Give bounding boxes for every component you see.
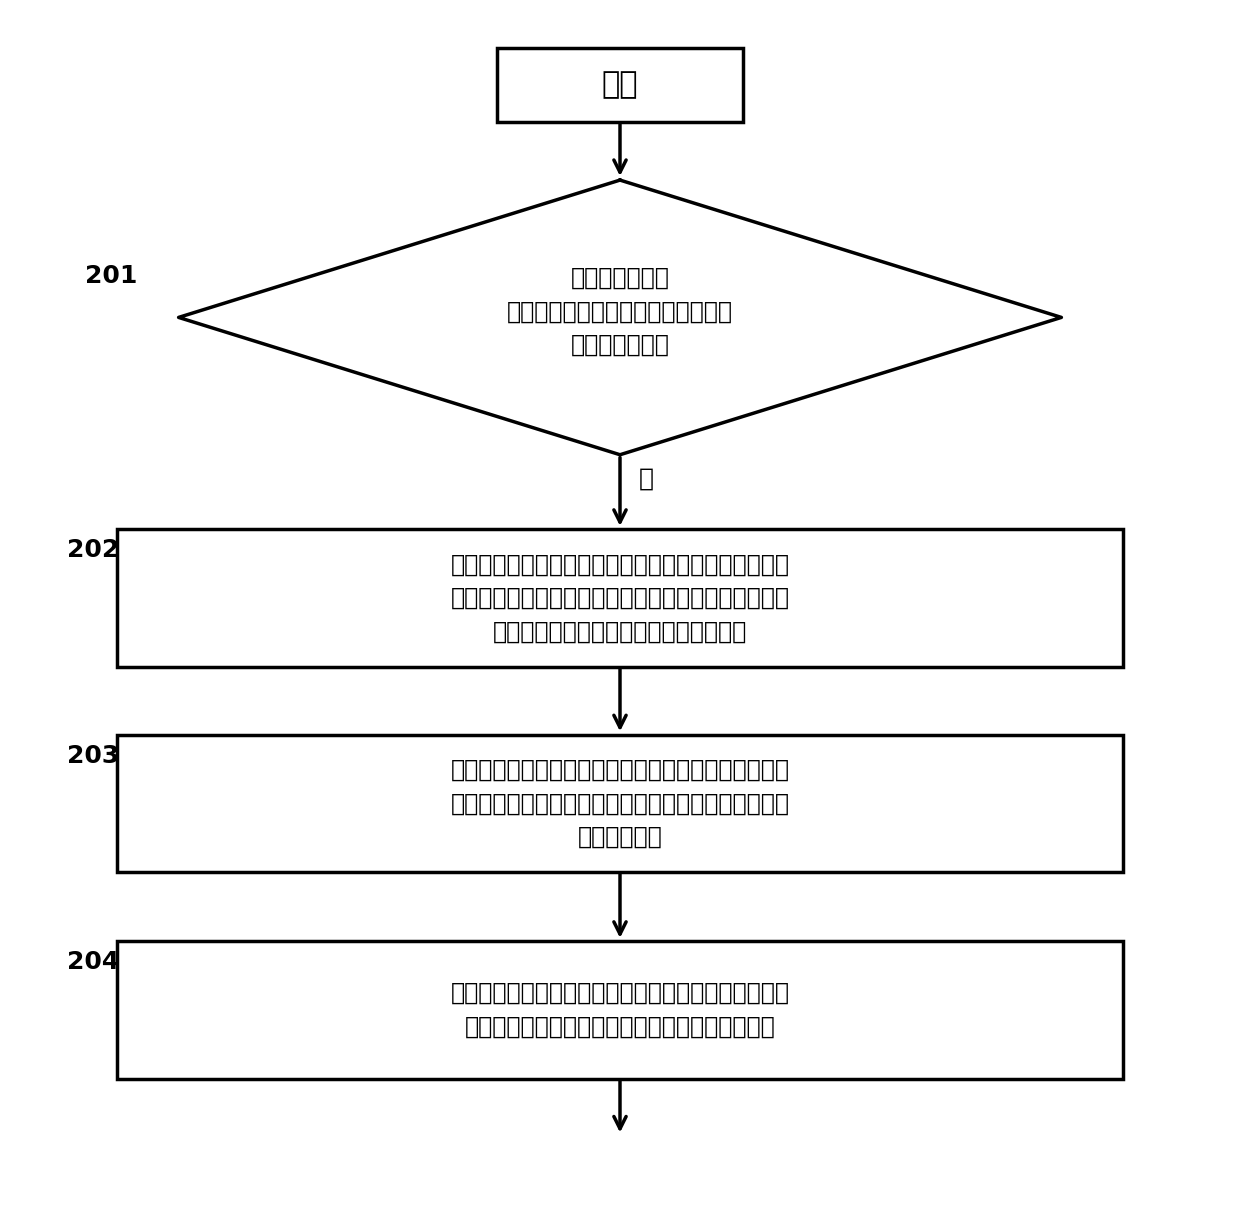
Text: 202: 202 (67, 539, 119, 562)
FancyBboxPatch shape (497, 47, 743, 122)
Text: 是: 是 (639, 466, 653, 490)
Text: 201: 201 (86, 263, 138, 288)
FancyBboxPatch shape (118, 734, 1122, 872)
Text: 203: 203 (67, 744, 119, 767)
Text: 所述业务服务器根据接收的所述同步通知报文中的所述
配置信息，对被更新的所述数据表的数据进行同步: 所述业务服务器根据接收的所述同步通知报文中的所述 配置信息，对被更新的所述数据表… (450, 981, 790, 1039)
FancyBboxPatch shape (118, 529, 1122, 667)
Text: 204: 204 (67, 951, 119, 974)
Text: 确定是否需要将
被更新的所述数据表的数据同步到对
应的业务服务器: 确定是否需要将 被更新的所述数据表的数据同步到对 应的业务服务器 (507, 266, 733, 356)
Polygon shape (179, 180, 1061, 454)
Text: 如果需要将被更新的所述数据表的数据同步到对应的所
述业务服务器时，则获取被更新的所述数据表的配置信
息以及对应的所述业务服务器的地址信息: 如果需要将被更新的所述数据表的数据同步到对应的所 述业务服务器时，则获取被更新的… (450, 552, 790, 644)
Text: 根据获取的所述配置信息生成同步通知报文，并将生成
的所述同步通知报文通过获取的所述地址信息发送给所
述业务服务器: 根据获取的所述配置信息生成同步通知报文，并将生成 的所述同步通知报文通过获取的所… (450, 757, 790, 849)
Text: 开始: 开始 (601, 70, 639, 99)
FancyBboxPatch shape (118, 941, 1122, 1079)
